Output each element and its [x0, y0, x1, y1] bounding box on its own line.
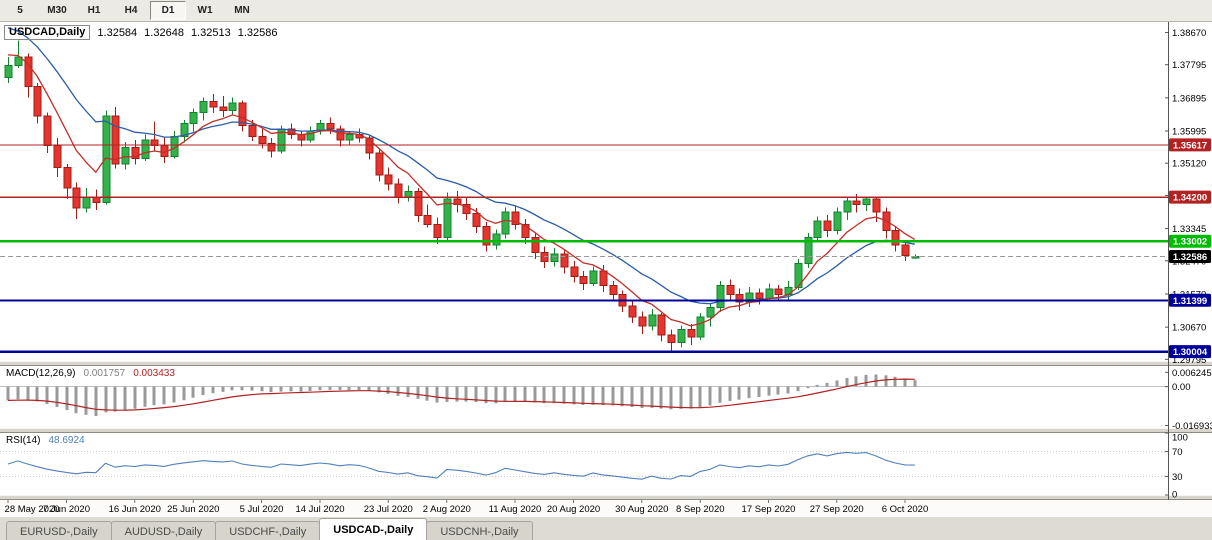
svg-text:1.35995: 1.35995 [1172, 126, 1206, 137]
svg-text:14 Jul 2020: 14 Jul 2020 [295, 504, 344, 515]
svg-text:1.30004: 1.30004 [1173, 347, 1208, 358]
svg-text:23 Jul 2020: 23 Jul 2020 [364, 504, 413, 515]
rsi-axis: 100 70 30 0 [1165, 432, 1188, 501]
panel-separators[interactable] [0, 361, 1212, 500]
timeframe-button-mn[interactable]: MN [224, 1, 260, 20]
svg-text:17 Sep 2020: 17 Sep 2020 [742, 504, 796, 515]
svg-text:1.29795: 1.29795 [1172, 355, 1206, 366]
svg-text:1.35617: 1.35617 [1173, 140, 1207, 151]
svg-text:25 Jun 2020: 25 Jun 2020 [167, 504, 219, 515]
chart-tab-audusd[interactable]: AUDUSD-,Daily [110, 521, 217, 540]
macd-indicator [0, 374, 1168, 417]
price-badge: 1.35617 [1169, 138, 1211, 152]
horizontal-level-lines[interactable] [0, 144, 1168, 353]
svg-text:100: 100 [1172, 433, 1188, 444]
svg-text:27 Sep 2020: 27 Sep 2020 [810, 504, 864, 515]
chart-tab-usdcnh[interactable]: USDCNH-,Daily [426, 521, 533, 540]
timeframe-button-5[interactable]: 5 [2, 1, 38, 20]
rsi-indicator [0, 451, 1168, 480]
svg-text:30 Aug 2020: 30 Aug 2020 [615, 504, 668, 515]
svg-text:0: 0 [1172, 490, 1177, 501]
chart-canvas[interactable]: 1.38670 1.37795 1.36895 1.35995 1.35120 1.342… [0, 22, 1212, 516]
svg-text:1.34200: 1.34200 [1173, 193, 1207, 204]
svg-text:30: 30 [1172, 472, 1183, 483]
svg-text:-0.016933: -0.016933 [1172, 421, 1212, 432]
svg-text:1.32586: 1.32586 [1173, 252, 1207, 263]
svg-text:1.38670: 1.38670 [1172, 28, 1206, 39]
svg-text:70: 70 [1172, 447, 1183, 458]
chart-area[interactable]: 1.38670 1.37795 1.36895 1.35995 1.35120 1.342… [0, 22, 1212, 516]
timeframe-button-h4[interactable]: H4 [113, 1, 149, 20]
svg-text:1.37795: 1.37795 [1172, 60, 1206, 71]
svg-text:7 Jun 2020: 7 Jun 2020 [43, 504, 90, 515]
svg-text:2 Aug 2020: 2 Aug 2020 [423, 504, 471, 515]
svg-text:16 Jun 2020: 16 Jun 2020 [109, 504, 161, 515]
svg-text:1.36895: 1.36895 [1172, 93, 1206, 104]
timeframe-button-m30[interactable]: M30 [39, 1, 75, 20]
svg-text:0.00: 0.00 [1172, 382, 1191, 393]
chart-tab-usdcad[interactable]: USDCAD-,Daily [319, 518, 428, 540]
chart-tab-bar: EURUSD-,Daily AUDUSD-,Daily USDCHF-,Daily U… [0, 516, 1212, 540]
svg-text:1.33002: 1.33002 [1173, 237, 1207, 248]
svg-text:8 Sep 2020: 8 Sep 2020 [676, 504, 725, 515]
price-badge: 1.34200 [1169, 190, 1211, 204]
price-badge: 1.33002 [1169, 234, 1211, 248]
svg-text:1.31399: 1.31399 [1173, 296, 1207, 307]
timeframe-button-w1[interactable]: W1 [187, 1, 223, 20]
panel-backgrounds [0, 22, 1212, 516]
svg-text:5 Jul 2020: 5 Jul 2020 [240, 504, 284, 515]
svg-text:6 Oct 2020: 6 Oct 2020 [882, 504, 928, 515]
price-badge: 1.32586 [1169, 250, 1211, 264]
chart-tab-eurusd[interactable]: EURUSD-,Daily [6, 521, 112, 540]
price-badge: 1.31399 [1169, 293, 1211, 307]
timeframe-button-h1[interactable]: H1 [76, 1, 112, 20]
chart-tab-usdchf[interactable]: USDCHF-,Daily [215, 521, 321, 540]
svg-text:11 Aug 2020: 11 Aug 2020 [489, 504, 542, 515]
price-badge: 1.30004 [1169, 345, 1211, 359]
ma-line-ema-slow-blue [7, 27, 915, 305]
svg-text:1.30670: 1.30670 [1172, 323, 1206, 334]
svg-text:1.35120: 1.35120 [1172, 159, 1206, 170]
timeframe-toolbar: 5 M30 H1 H4 D1 W1 MN [0, 0, 1212, 22]
svg-text:0.006245: 0.006245 [1172, 368, 1212, 379]
svg-text:28 May 2020: 28 May 2020 [5, 504, 60, 515]
macd-axis: 0.006245 0.00 -0.016933 [1165, 368, 1212, 432]
timeframe-button-d1[interactable]: D1 [150, 1, 186, 20]
svg-text:20 Aug 2020: 20 Aug 2020 [547, 504, 600, 515]
svg-text:1.33345: 1.33345 [1172, 224, 1206, 235]
